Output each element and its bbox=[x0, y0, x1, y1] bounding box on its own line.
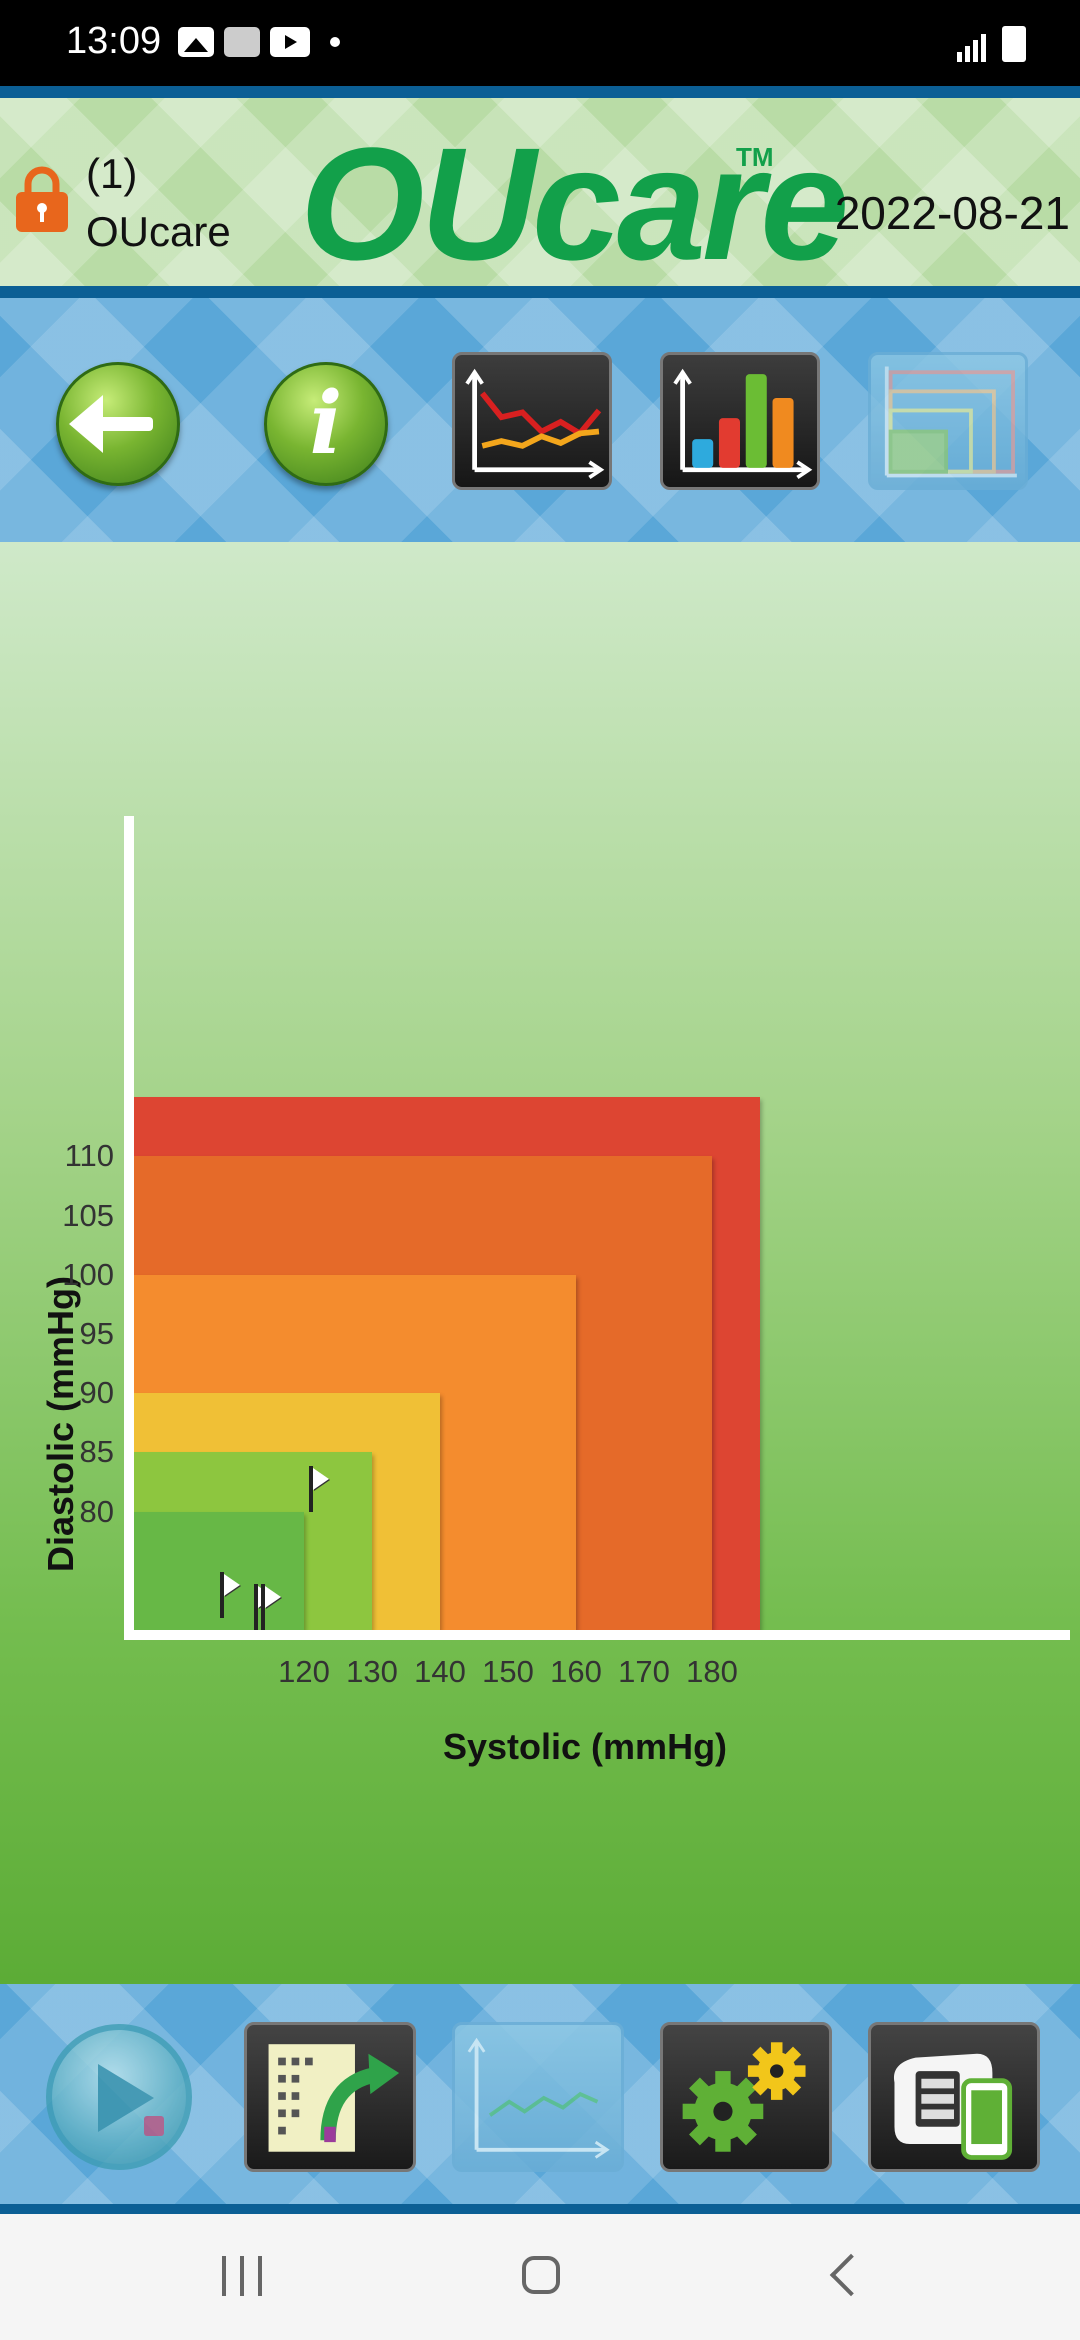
system-icons bbox=[957, 26, 1026, 62]
play-button[interactable] bbox=[46, 2024, 192, 2170]
info-icon: i bbox=[309, 373, 343, 474]
reading-flag-marker[interactable] bbox=[254, 1584, 259, 1630]
status-bar: 13:09 bbox=[0, 0, 1080, 86]
x-tick-label: 120 bbox=[278, 1654, 330, 1689]
y-tick-label: 110 bbox=[64, 1138, 114, 1174]
export-button[interactable] bbox=[244, 2022, 416, 2172]
bar-chart-button[interactable] bbox=[660, 352, 820, 490]
trend-chart-button[interactable] bbox=[452, 352, 612, 490]
reading-flag-marker[interactable] bbox=[220, 1572, 225, 1619]
bp-zone-6 bbox=[134, 1511, 304, 1630]
zone-chart-icon bbox=[884, 366, 1017, 478]
main-chart-panel: Diastolic (mmHg) Systolic (mmHg) 110 105 1… bbox=[0, 542, 1080, 1984]
trend-chart-icon bbox=[465, 368, 605, 480]
x-tick-label: 150 bbox=[482, 1654, 534, 1689]
x-axis-label: Systolic (mmHg) bbox=[443, 1726, 728, 1767]
y-tick-label: 95 bbox=[79, 1316, 114, 1351]
x-tick-label: 170 bbox=[618, 1654, 670, 1689]
gallery-icon bbox=[178, 27, 214, 57]
settings-icon bbox=[682, 2042, 806, 2152]
x-tick-label: 180 bbox=[686, 1654, 738, 1689]
x-tick-label: 160 bbox=[550, 1654, 602, 1689]
home-icon[interactable] bbox=[522, 2256, 560, 2294]
y-axis-line bbox=[124, 816, 134, 1640]
x-axis-line bbox=[124, 1630, 1070, 1640]
y-tick-label: 100 bbox=[62, 1256, 114, 1292]
bar-chart-icon bbox=[673, 368, 813, 480]
info-button[interactable]: i bbox=[264, 362, 388, 486]
zone-chart-button[interactable] bbox=[868, 352, 1028, 490]
back-button[interactable] bbox=[56, 362, 180, 486]
user-name[interactable]: OUcare bbox=[86, 208, 231, 255]
x-tick-label: 140 bbox=[414, 1654, 466, 1689]
app-logo: OUcare bbox=[300, 114, 849, 293]
device-sync-button[interactable] bbox=[868, 2022, 1040, 2172]
logo-trademark: TM bbox=[736, 142, 774, 172]
nav-back-icon[interactable] bbox=[829, 2253, 873, 2297]
lock-icon[interactable] bbox=[14, 164, 70, 234]
device-sync-icon bbox=[893, 2053, 1013, 2160]
user-index[interactable]: (1) bbox=[86, 150, 138, 197]
status-time: 13:09 bbox=[66, 20, 162, 62]
bottom-toolbar bbox=[0, 1984, 1080, 2214]
youtube-icon bbox=[270, 27, 310, 57]
header-date: 2022-08-21 bbox=[834, 187, 1070, 239]
y-tick-label: 85 bbox=[79, 1434, 114, 1470]
reading-flag-marker[interactable] bbox=[308, 1465, 313, 1512]
x-tick-label: 130 bbox=[346, 1654, 398, 1689]
battery-icon bbox=[1002, 26, 1026, 62]
top-toolbar: i bbox=[0, 298, 1080, 542]
y-tick-label: 80 bbox=[79, 1493, 114, 1529]
notification-icons bbox=[178, 22, 340, 62]
back-arrow-icon bbox=[69, 395, 153, 453]
android-nav-bar bbox=[0, 2214, 1080, 2340]
app-notification-icon bbox=[224, 27, 260, 57]
graph-button[interactable] bbox=[452, 2022, 624, 2172]
signal-icon bbox=[957, 30, 986, 62]
recent-apps-icon[interactable] bbox=[222, 2256, 262, 2296]
app-header: (1) OUcare OUcare TM 2022-08-21 bbox=[0, 86, 1080, 298]
y-tick-label: 105 bbox=[62, 1197, 114, 1233]
settings-button[interactable] bbox=[660, 2022, 832, 2172]
graph-icon bbox=[467, 2037, 610, 2159]
bp-zone-chart: Diastolic (mmHg) Systolic (mmHg) 110 105 1… bbox=[0, 542, 1080, 1984]
reading-flag-marker[interactable] bbox=[261, 1584, 266, 1630]
export-icon bbox=[268, 2044, 400, 2152]
more-notifications-dot bbox=[330, 37, 340, 47]
y-tick-label: 90 bbox=[79, 1375, 114, 1411]
